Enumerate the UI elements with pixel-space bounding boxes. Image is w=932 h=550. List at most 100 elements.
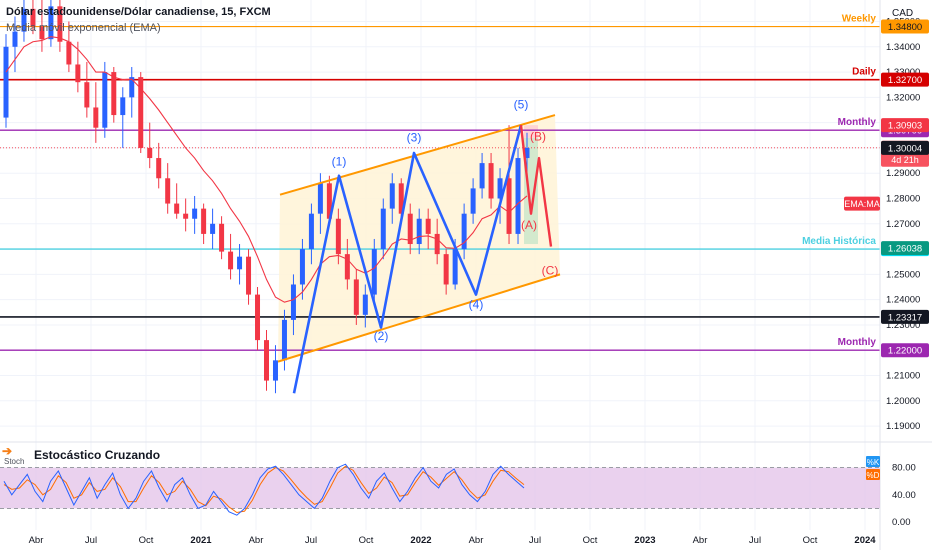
candle-body <box>515 158 521 234</box>
price-tag-countdown: 4d 21h <box>891 155 919 165</box>
candle-body <box>102 72 108 128</box>
time-tick-label: Jul <box>749 535 761 546</box>
candle-body <box>30 8 36 27</box>
price-tick-label: 1.33000 <box>886 67 920 78</box>
indicator-legend: Media móvil exponencial (EMA) <box>6 22 161 34</box>
candle-body <box>93 107 99 128</box>
candle-body <box>524 147 530 159</box>
level-label: Media Histórica <box>802 236 876 247</box>
candle-body <box>362 294 368 315</box>
candle-body <box>156 158 162 179</box>
time-tick-label: 2021 <box>190 535 212 546</box>
price-tag: 1.30004 <box>888 143 922 154</box>
price-tick-label: 1.28000 <box>886 194 920 205</box>
candle-body <box>479 163 485 189</box>
price-tag-bg <box>881 140 929 155</box>
level-label: Weekly <box>842 14 877 25</box>
stochastic-indicator-icon[interactable]: ➔ <box>2 444 13 458</box>
candle-body <box>75 64 81 83</box>
wave-label: (3) <box>407 131 422 145</box>
candle-body <box>470 188 476 214</box>
time-tick-label: 2022 <box>410 535 431 546</box>
k-tag-bg <box>866 456 880 467</box>
candle-body <box>147 147 153 159</box>
candle-body <box>506 178 512 234</box>
candle-body <box>461 213 467 250</box>
candle-body <box>192 208 198 219</box>
time-tick-label: Jul <box>529 535 541 546</box>
candle-body <box>237 256 243 270</box>
candle-body <box>111 72 117 116</box>
time-tick-label: Oct <box>359 535 374 546</box>
level-price-tag: 1.22000 <box>888 346 922 357</box>
candle-body <box>272 360 278 381</box>
time-tick-label: Abr <box>249 535 264 546</box>
wave-label: (5) <box>514 98 529 112</box>
price-tag-bg <box>881 118 929 133</box>
candle-body <box>255 294 261 341</box>
candle-body <box>210 223 216 234</box>
time-tick-label: Oct <box>583 535 598 546</box>
candle-body <box>335 218 341 255</box>
candle-body <box>425 218 431 234</box>
wave-label: (2) <box>374 329 389 343</box>
stochastic-k-line <box>3 463 525 516</box>
candle-body <box>228 251 234 270</box>
time-tick-label: Jul <box>85 535 97 546</box>
candle-body <box>308 213 314 250</box>
time-tick-label: 2023 <box>634 535 655 546</box>
candle-body <box>84 82 90 108</box>
ema-line <box>5 36 528 303</box>
candle-body <box>317 183 323 214</box>
candle-body <box>3 46 9 118</box>
candle-body <box>138 77 144 148</box>
price-tick-label: 1.32000 <box>886 92 920 103</box>
candle-body <box>290 284 296 320</box>
level-price-tag-bg <box>881 19 929 34</box>
candle-body <box>39 26 45 40</box>
level-price-tag: 1.32700 <box>888 75 922 86</box>
price-tag: 1.30903 <box>888 121 922 132</box>
candle-body <box>165 178 171 204</box>
candle-body <box>21 8 27 32</box>
correction-wave <box>519 125 553 247</box>
price-tick-label: 1.24000 <box>886 295 920 306</box>
price-tag-bg <box>881 241 929 256</box>
time-tick-label: Oct <box>803 535 818 546</box>
price-tick-label: 1.29000 <box>886 168 920 179</box>
candle-body <box>48 6 54 40</box>
candle-body <box>299 249 305 285</box>
wave-label: (A) <box>521 218 537 232</box>
wave-label: (B) <box>530 129 546 143</box>
level-label: Monthly <box>838 337 877 348</box>
candle-body <box>129 77 135 98</box>
candle-body <box>326 183 332 219</box>
time-tick-label: Abr <box>693 535 708 546</box>
candle-body <box>246 256 252 295</box>
candle-body <box>380 208 386 250</box>
time-tick-label: 2024 <box>854 535 876 546</box>
candle-body <box>201 208 207 234</box>
candle-body <box>281 319 287 361</box>
stochastic-title: Estocástico Cruzando <box>34 448 161 462</box>
stochastic-band <box>0 467 880 509</box>
candle-body <box>12 31 18 47</box>
candle-body <box>183 213 189 219</box>
level-price-tag: 1.23317 <box>888 312 922 323</box>
d-tag-bg <box>866 469 880 480</box>
level-price-tag: 1.34800 <box>888 22 922 33</box>
currency-label: CAD <box>892 8 914 19</box>
candle-body <box>120 97 126 116</box>
symbol-title: Dólar estadounidense/Dólar canadiense, 1… <box>6 6 271 18</box>
stochastic-d-line <box>3 465 525 514</box>
candle-body <box>219 223 225 252</box>
price-tick-label: 1.19000 <box>886 421 920 432</box>
stochastic-short-tag: Stoch <box>4 457 25 466</box>
time-tick-label: Abr <box>469 535 484 546</box>
candle-body <box>488 163 494 199</box>
level-label: Monthly <box>838 117 877 128</box>
time-tick-label: Abr <box>29 535 44 546</box>
price-tag: 1.26038 <box>888 244 922 255</box>
candle-body <box>353 279 359 315</box>
